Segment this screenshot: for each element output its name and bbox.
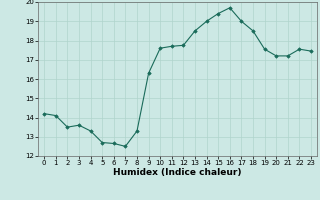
X-axis label: Humidex (Indice chaleur): Humidex (Indice chaleur)	[113, 168, 242, 177]
